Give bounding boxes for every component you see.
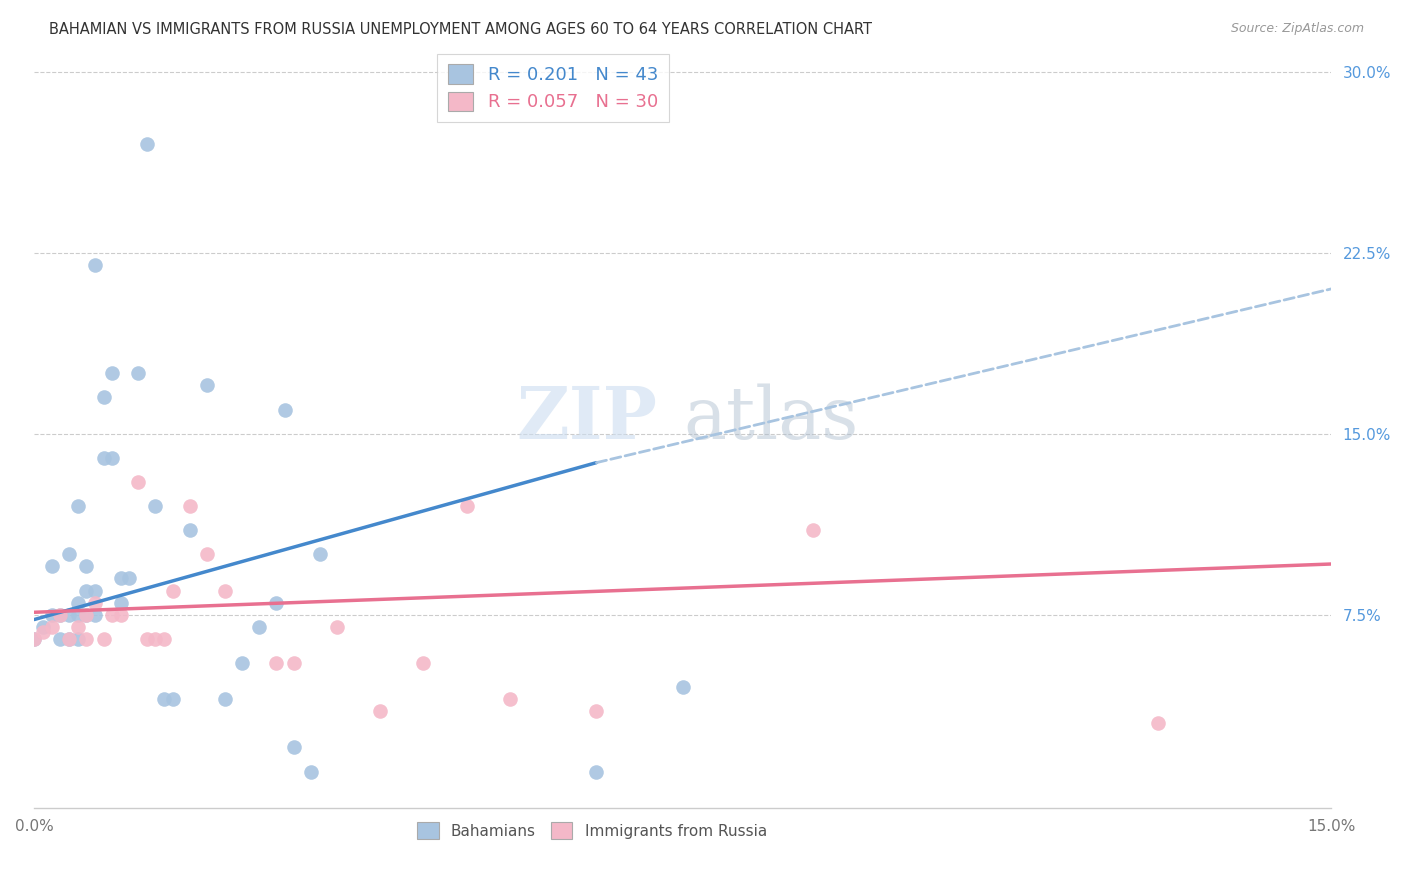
Point [195, 547, 218, 561]
Point [412, 656, 434, 670]
Point [41, 607, 63, 622]
Point [110, 607, 132, 622]
Point [179, 499, 201, 513]
Point [110, 596, 132, 610]
Point [49, 607, 72, 622]
Point [83, 583, 105, 598]
Point [672, 680, 695, 694]
Point [135, 137, 157, 152]
Point [58, 547, 80, 561]
Point [214, 583, 236, 598]
Point [801, 523, 824, 537]
Point [101, 367, 124, 381]
Point [153, 692, 176, 706]
Point [75, 607, 97, 622]
Point [66, 607, 89, 622]
Point [66, 499, 89, 513]
Point [58, 632, 80, 646]
Point [22, 632, 45, 646]
Point [22, 632, 45, 646]
Point [110, 572, 132, 586]
Text: atlas: atlas [683, 384, 858, 454]
Point [75, 583, 97, 598]
Point [308, 547, 330, 561]
Point [231, 656, 253, 670]
Point [83, 607, 105, 622]
Legend: Bahamians, Immigrants from Russia: Bahamians, Immigrants from Russia [411, 816, 773, 845]
Point [266, 656, 288, 670]
Point [145, 632, 167, 646]
Point [135, 632, 157, 646]
Point [49, 607, 72, 622]
Point [499, 692, 522, 706]
Point [127, 475, 149, 489]
Point [41, 559, 63, 574]
Point [283, 656, 305, 670]
Point [75, 632, 97, 646]
Point [162, 692, 184, 706]
Point [66, 620, 89, 634]
Point [283, 740, 305, 755]
Point [1147, 716, 1170, 731]
Point [153, 632, 176, 646]
Point [179, 523, 201, 537]
Point [127, 367, 149, 381]
Point [585, 704, 607, 718]
Point [49, 632, 72, 646]
Point [326, 620, 349, 634]
Point [585, 764, 607, 779]
Point [32, 620, 55, 634]
Point [66, 632, 89, 646]
Point [101, 450, 124, 465]
Text: ZIP: ZIP [516, 384, 657, 454]
Text: Source: ZipAtlas.com: Source: ZipAtlas.com [1230, 22, 1364, 36]
Point [93, 391, 115, 405]
Point [266, 596, 288, 610]
Point [214, 692, 236, 706]
Point [118, 572, 141, 586]
Point [83, 258, 105, 272]
Point [75, 607, 97, 622]
Point [247, 620, 270, 634]
Point [101, 607, 124, 622]
Point [145, 499, 167, 513]
Point [195, 378, 218, 392]
Point [93, 450, 115, 465]
Point [83, 596, 105, 610]
Point [66, 596, 89, 610]
Point [274, 402, 297, 417]
Point [41, 620, 63, 634]
Point [456, 499, 478, 513]
Point [58, 632, 80, 646]
Point [75, 559, 97, 574]
Point [93, 632, 115, 646]
Point [162, 583, 184, 598]
Point [299, 764, 322, 779]
Point [32, 624, 55, 639]
Point [58, 607, 80, 622]
Text: BAHAMIAN VS IMMIGRANTS FROM RUSSIA UNEMPLOYMENT AMONG AGES 60 TO 64 YEARS CORREL: BAHAMIAN VS IMMIGRANTS FROM RUSSIA UNEMP… [49, 22, 872, 37]
Point [368, 704, 391, 718]
